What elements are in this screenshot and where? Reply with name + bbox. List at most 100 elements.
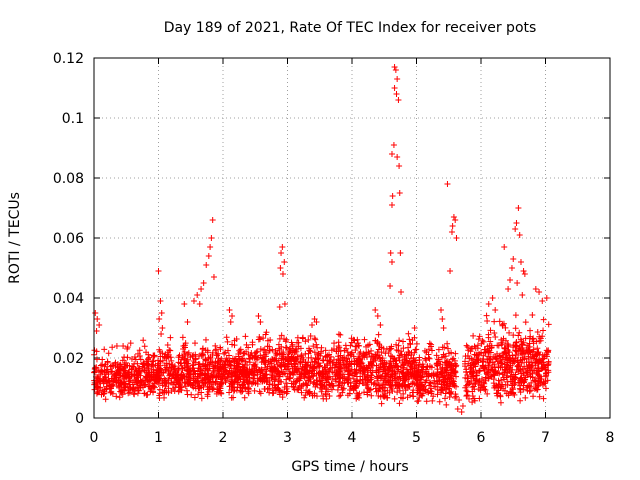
data-point bbox=[102, 361, 109, 368]
data-point bbox=[387, 283, 394, 289]
data-point bbox=[309, 367, 316, 374]
x-axis-label: GPS time / hours bbox=[291, 459, 408, 475]
data-point bbox=[380, 345, 387, 352]
data-point bbox=[209, 349, 216, 356]
data-point bbox=[169, 372, 176, 379]
data-point bbox=[120, 379, 127, 386]
data-point bbox=[302, 358, 309, 365]
data-point bbox=[126, 369, 133, 376]
data-point bbox=[225, 362, 232, 369]
data-point bbox=[279, 394, 286, 401]
data-point bbox=[479, 376, 485, 383]
data-point bbox=[237, 387, 244, 394]
data-point bbox=[155, 369, 162, 376]
data-point bbox=[499, 321, 506, 328]
data-point bbox=[99, 356, 106, 363]
data-point bbox=[510, 390, 517, 397]
data-point bbox=[323, 395, 330, 402]
data-point bbox=[146, 383, 153, 390]
data-point bbox=[442, 395, 449, 402]
data-point bbox=[387, 250, 394, 256]
data-point bbox=[450, 355, 457, 362]
data-point bbox=[544, 348, 551, 355]
data-point bbox=[101, 371, 108, 378]
data-point bbox=[196, 353, 203, 360]
data-point bbox=[333, 348, 340, 355]
data-point bbox=[433, 352, 440, 359]
data-point bbox=[388, 151, 395, 157]
data-point bbox=[213, 378, 220, 385]
data-point bbox=[163, 388, 170, 395]
data-point bbox=[298, 389, 305, 396]
data-point bbox=[134, 390, 141, 397]
data-point bbox=[392, 67, 399, 73]
data-point bbox=[452, 217, 459, 223]
data-point bbox=[413, 346, 420, 353]
data-point bbox=[284, 360, 291, 367]
data-point bbox=[359, 360, 366, 367]
data-point bbox=[199, 345, 206, 352]
data-point bbox=[290, 378, 297, 385]
data-point bbox=[150, 357, 157, 364]
data-point bbox=[335, 382, 342, 389]
data-point bbox=[196, 301, 203, 307]
data-point bbox=[544, 377, 551, 384]
data-point bbox=[352, 347, 359, 354]
data-point bbox=[446, 374, 453, 381]
data-point bbox=[491, 330, 498, 337]
data-point bbox=[238, 367, 245, 374]
data-point bbox=[525, 353, 532, 360]
data-point bbox=[307, 332, 314, 339]
data-point bbox=[224, 338, 231, 345]
data-point bbox=[497, 357, 504, 364]
data-point bbox=[376, 382, 383, 389]
data-point bbox=[177, 381, 184, 388]
data-point bbox=[535, 374, 542, 381]
data-point bbox=[198, 389, 205, 396]
data-point bbox=[411, 324, 418, 331]
data-point bbox=[495, 363, 502, 370]
data-point bbox=[310, 380, 317, 387]
data-point bbox=[281, 384, 288, 391]
data-point bbox=[316, 378, 323, 385]
data-point bbox=[257, 374, 264, 381]
data-point bbox=[228, 386, 235, 393]
data-point bbox=[538, 375, 545, 382]
data-point bbox=[165, 376, 172, 383]
x-tick-label: 3 bbox=[283, 430, 292, 446]
data-point bbox=[157, 353, 164, 360]
data-point bbox=[416, 387, 423, 394]
data-point bbox=[308, 354, 315, 361]
x-tick-label: 1 bbox=[154, 430, 163, 446]
data-point bbox=[275, 341, 282, 348]
data-point bbox=[294, 339, 301, 346]
data-point bbox=[200, 384, 207, 391]
data-point bbox=[463, 387, 470, 394]
data-point bbox=[491, 382, 498, 389]
data-point bbox=[256, 388, 263, 395]
data-point bbox=[378, 400, 385, 407]
data-point bbox=[182, 383, 189, 390]
data-point bbox=[361, 336, 368, 343]
data-point bbox=[496, 370, 503, 377]
y-tick-label: 0.12 bbox=[53, 51, 84, 67]
data-point bbox=[538, 365, 545, 372]
data-point bbox=[502, 324, 509, 331]
data-point bbox=[514, 280, 521, 286]
data-point bbox=[162, 366, 169, 373]
data-point bbox=[373, 362, 380, 369]
data-point bbox=[415, 367, 422, 374]
data-point bbox=[313, 356, 320, 363]
data-point bbox=[407, 371, 414, 378]
data-point bbox=[379, 384, 386, 391]
data-point bbox=[184, 379, 191, 386]
data-point bbox=[141, 390, 148, 397]
data-point bbox=[259, 378, 266, 385]
data-point bbox=[519, 356, 526, 363]
data-point bbox=[522, 394, 529, 401]
data-point bbox=[325, 374, 332, 381]
data-point bbox=[215, 370, 222, 377]
data-point bbox=[356, 342, 363, 349]
data-point bbox=[396, 387, 403, 394]
data-point bbox=[279, 244, 286, 250]
